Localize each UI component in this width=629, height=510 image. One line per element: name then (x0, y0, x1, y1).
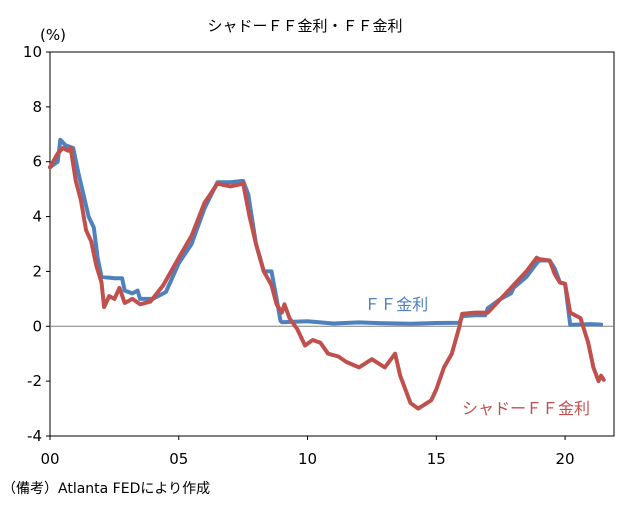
y-unit-label: (%) (40, 26, 66, 44)
series-label-shadow-ff-rate: シャドーＦＦ金利 (462, 399, 590, 418)
y-tick-label: -4 (27, 427, 42, 445)
series-line-shadow-ff-rate (48, 146, 606, 411)
x-tick-label: 10 (298, 450, 317, 468)
source-note: （備考）Atlanta FEDにより作成 (2, 481, 210, 497)
x-tick-label: 15 (427, 450, 446, 468)
chart-title: シャドーＦＦ金利・ＦＦ金利 (207, 17, 402, 35)
series-line-ff-rate (48, 137, 604, 327)
x-axis-ticks: 00 05 10 15 20 (40, 436, 575, 468)
y-tick-label: 6 (32, 153, 42, 171)
y-tick-label: 4 (32, 208, 42, 226)
y-axis-ticks: -4 -2 0 2 4 6 8 10 (23, 43, 50, 445)
x-tick-label: 00 (40, 450, 59, 468)
series-group (48, 137, 606, 411)
y-tick-label: 2 (32, 262, 42, 280)
plot-area (49, 51, 615, 437)
y-tick-label: -2 (27, 372, 42, 390)
y-tick-label: 8 (32, 98, 42, 116)
y-tick-label: 10 (23, 43, 42, 61)
series-label-ff-rate: ＦＦ金利 (364, 295, 428, 314)
x-tick-label: 20 (556, 450, 575, 468)
x-tick-label: 05 (169, 450, 188, 468)
y-tick-label: 0 (32, 317, 42, 335)
